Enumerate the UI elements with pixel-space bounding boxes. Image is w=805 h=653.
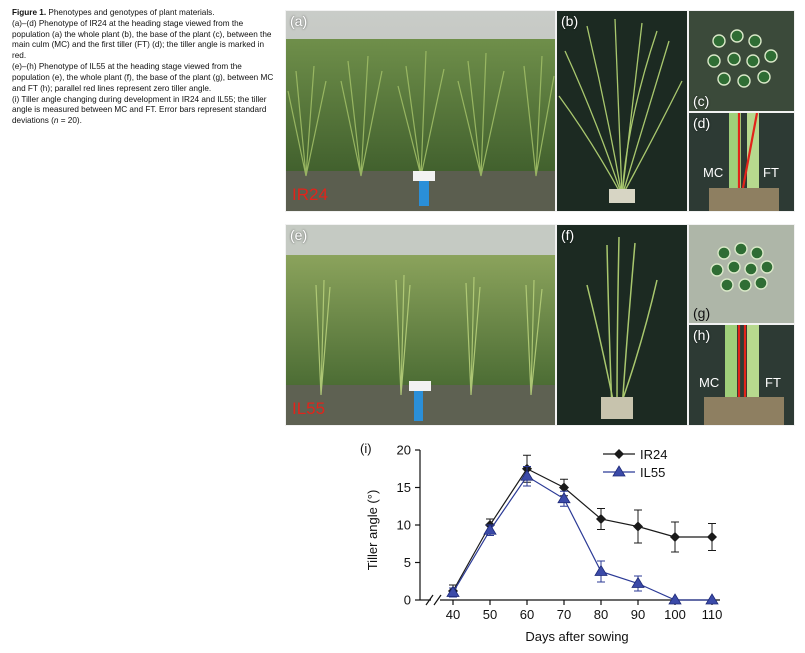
legend-label-ir24: IR24: [640, 447, 667, 462]
variety-label-il55: IL55: [292, 399, 326, 418]
caption-line-i-a: (i) Tiller angle changing during develop…: [12, 94, 267, 126]
panel-label-f: (f): [561, 227, 575, 243]
panel-label-a: (a): [290, 13, 308, 29]
x-tick-label: 90: [631, 607, 645, 622]
caption-line-ad: (a)–(d) Phenotype of IR24 at the heading…: [12, 18, 272, 61]
chart-y-axis-label: Tiller angle (°): [365, 490, 380, 571]
series-line-ir24: [452, 467, 712, 592]
chart-x-axis-label: Days after sowing: [525, 629, 628, 644]
data-point-ir24: [596, 514, 606, 524]
culm-label-ft-top: FT: [763, 165, 779, 180]
x-tick-label: 70: [557, 607, 571, 622]
panel-label-e: (e): [290, 227, 308, 243]
plant-base-image: [689, 11, 794, 111]
chart-axes: 0 5 10 15 20 40 50 60 70 80 90 100 110: [397, 443, 723, 623]
y-tick-label: 10: [397, 518, 411, 533]
photo-panel-c: (c): [688, 10, 795, 112]
culm-label-ft-bottom: FT: [765, 375, 781, 390]
chart-series: [446, 454, 719, 605]
panel-label-h: (h): [693, 327, 711, 343]
series-line-il55: [452, 475, 712, 601]
axis-break-mark: [425, 594, 434, 606]
caption-line-eh: (e)–(h) Phenotype of IL55 at the heading…: [12, 62, 274, 93]
x-tick-label: 40: [446, 607, 460, 622]
panel-label-c: (c): [693, 93, 710, 109]
chart-legend: IR24 IL55: [603, 447, 667, 480]
whole-plant-image-il55: [557, 225, 687, 425]
figure-caption: Figure 1. Phenotypes and genotypes of pl…: [12, 8, 274, 127]
photo-panel-h: (h) MC FT: [688, 324, 795, 426]
y-tick-label: 0: [404, 593, 411, 608]
culm-label-mc-bottom: MC: [699, 375, 720, 390]
legend-label-il55: IL55: [640, 465, 665, 480]
x-tick-label: 80: [594, 607, 608, 622]
photo-panel-b: (b): [556, 10, 688, 212]
panel-label-g: (g): [693, 305, 711, 321]
axis-break-mark: [433, 594, 442, 606]
whole-plant-image: [557, 11, 687, 211]
data-point-ir24: [633, 521, 643, 532]
tiller-angle-image-il55: [689, 325, 794, 425]
tiller-angle-chart: (i) Tiller angle (°) Days after sowing 0…: [360, 441, 723, 644]
x-tick-label: 50: [483, 607, 497, 622]
chart-panel-label: (i): [360, 441, 372, 456]
legend-marker-il55: [612, 465, 626, 477]
rice-field-image-il55: [286, 225, 555, 425]
photo-panel-a: (a) IR24: [285, 10, 556, 212]
data-point-il55: [631, 576, 645, 588]
caption-title: Figure 1.: [12, 8, 47, 17]
panel-label-b: (b): [561, 13, 579, 29]
data-point-ir24: [707, 532, 717, 542]
photo-panel-e: (e) IL55: [285, 224, 556, 426]
data-point-ir24: [670, 532, 680, 542]
data-point-il55: [483, 523, 497, 535]
y-tick-label: 15: [397, 480, 411, 495]
y-tick-label: 20: [397, 443, 411, 458]
caption-title-text: Phenotypes and genotypes of plant materi…: [46, 8, 215, 17]
y-tick-label: 5: [404, 555, 411, 570]
data-point-il55: [557, 491, 571, 504]
x-tick-label: 60: [520, 607, 534, 622]
panel-label-d: (d): [693, 115, 711, 131]
rice-field-image: [286, 11, 555, 211]
caption-n: n: [53, 116, 59, 126]
photo-panel-f: (f): [556, 224, 688, 426]
data-point-il55: [594, 564, 608, 576]
photo-panel-d: (d) MC FT: [688, 112, 795, 212]
data-point-il55: [520, 469, 534, 481]
culm-label-mc-top: MC: [703, 165, 724, 180]
x-tick-label: 100: [664, 607, 686, 622]
variety-label-ir24: IR24: [292, 185, 328, 204]
data-point-ir24: [559, 482, 569, 493]
x-tick-label: 110: [702, 607, 723, 622]
tiller-angle-image-ir24: [689, 113, 794, 211]
data-point-il55: [705, 593, 719, 605]
caption-line-i: (i) Tiller angle changing during develop…: [12, 95, 274, 127]
plant-base-image-il55: [689, 225, 794, 323]
legend-marker-ir24: [614, 449, 624, 459]
photo-panel-g: (g): [688, 224, 795, 324]
data-point-il55: [668, 593, 682, 605]
data-point-il55: [446, 585, 460, 597]
caption-line-i-b: = 20).: [58, 116, 82, 126]
